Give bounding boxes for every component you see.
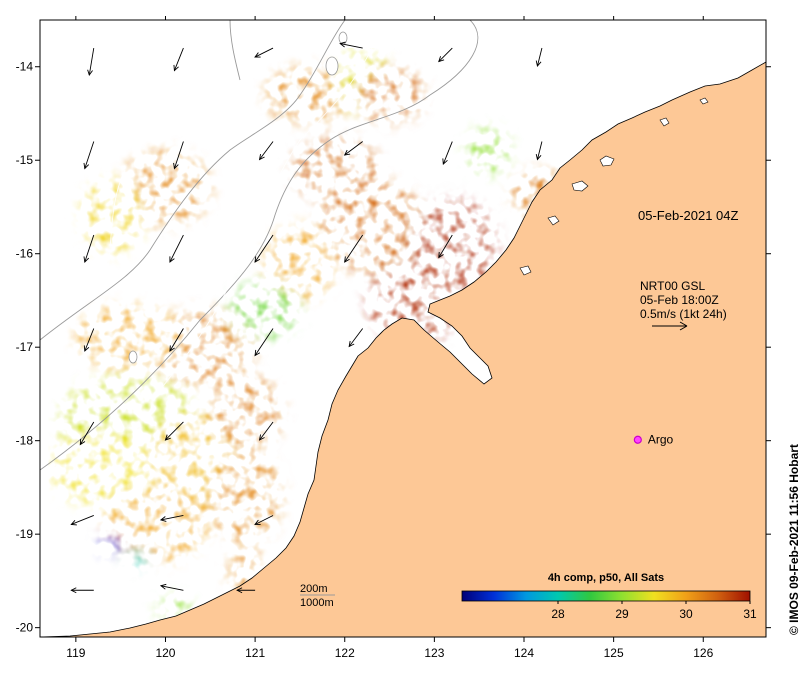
lon-tick-label: 125 [604,646,624,660]
current-arrow [169,234,184,263]
sst-patch [367,258,466,343]
bathymetry-contours-light [107,29,381,391]
lat-tick-label: -17 [16,340,34,354]
sst-colorbar: 4h comp, p50, All Sats 28 29 30 31 [461,572,757,621]
current-arrow [236,587,256,594]
lon-tick-label: 126 [693,646,713,660]
lon-tick-label: 119 [66,646,85,660]
current-vectors [70,41,543,594]
colorbar-tick-label: 28 [551,607,565,621]
current-arrow [159,583,184,591]
current-arrow [159,515,184,522]
lat-tick-label: -14 [16,60,34,74]
current-arrow [258,421,274,441]
argo-float-marker: Argo [633,433,674,447]
colorbar-tick-label: 31 [743,607,757,621]
longitude-axis: 119 120 121 122 123 124 125 126 [66,16,714,660]
current-arrow [83,141,95,170]
sst-patch [264,225,336,301]
lat-tick-label: -15 [16,153,34,167]
current-arrow [339,41,363,49]
colorbar-tick-label: 29 [615,607,629,621]
lon-tick-label: 120 [155,646,175,660]
sst-patch [125,548,153,567]
sst-patch [264,66,354,123]
lon-tick-label: 124 [514,646,534,660]
credit-label: © IMOS 09-Feb-2021 11:56 Hobart [787,444,801,635]
current-arrow [83,328,95,352]
australia-land [40,61,766,637]
colorbar-title: 4h comp, p50, All Sats [548,572,664,584]
current-arrow [70,515,94,526]
sst-patch [48,431,157,507]
sst-patch [75,305,184,371]
sst-patch [80,178,144,254]
current-arrow [438,234,453,259]
current-arrow [254,515,274,525]
sst-patch [317,178,426,273]
sst-patch [210,450,282,544]
bathymetry-contours [40,20,479,471]
current-arrow [83,234,95,263]
current-arrow [343,141,363,156]
current-arrow [348,328,364,348]
coastal-islands [519,97,709,276]
current-arrow [535,47,543,68]
argo-label: Argo [648,433,674,447]
colorbar-ramp [461,590,751,602]
current-arrow [254,328,274,357]
current-source-label: NRT00 GSL [640,279,705,293]
lon-tick-label: 123 [424,646,444,660]
colorbar-tick-label: 30 [679,607,693,621]
current-arrow [442,141,453,165]
lon-tick-label: 122 [335,646,355,660]
lon-tick-label: 121 [245,646,265,660]
current-arrow [254,47,274,58]
current-scale-arrow [652,321,688,331]
sst-patch [210,375,282,451]
current-arrow [438,47,453,63]
current-arrow [173,141,184,170]
current-arrow [164,421,184,441]
sst-patch [228,281,300,338]
contour-200-label: 200m [300,583,328,595]
current-arrow [169,328,184,352]
lat-tick-label: -19 [16,527,34,541]
image-time-label: 05-Feb-2021 04Z [638,208,739,223]
current-arrow [79,421,95,446]
current-arrow [344,234,364,263]
current-scale-label: 0.5m/s (1kt 24h) [640,307,727,321]
sst-patch [98,534,126,553]
contour-legend: 200m 1000m [300,583,335,609]
current-time-label: 05-Feb 18:00Z [640,293,719,307]
current-arrow [535,141,543,161]
contour-1000-label: 1000m [300,597,334,609]
current-arrow [70,587,94,594]
sst-patch [465,127,511,175]
sst-patch [120,150,211,226]
lat-tick-label: -18 [16,434,34,448]
sst-patch [102,487,211,563]
plot-frame [39,19,767,638]
current-arrow [258,141,274,161]
lat-tick-label: -16 [16,247,34,261]
current-arrow [87,47,95,77]
argo-icon [633,435,642,444]
current-arrow [173,47,184,72]
sst-patch [353,66,426,123]
latitude-axis: -14 -15 -16 -17 -18 -19 -20 [16,60,771,635]
lat-tick-label: -20 [16,621,34,635]
current-arrow [254,234,274,263]
